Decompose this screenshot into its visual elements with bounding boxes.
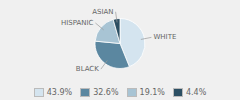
html-text:4.4%: 4.4% — [186, 87, 207, 97]
svg-text:ASIAN: ASIAN — [92, 8, 113, 16]
svg-text:WHITE: WHITE — [153, 33, 176, 41]
html-text:32.6%: 32.6% — [93, 87, 119, 97]
html-text:19.1%: 19.1% — [139, 87, 165, 97]
html-text:43.9%: 43.9% — [46, 87, 73, 97]
svg-text:HISPANIC: HISPANIC — [61, 19, 94, 27]
svg-text:BLACK: BLACK — [76, 65, 99, 73]
